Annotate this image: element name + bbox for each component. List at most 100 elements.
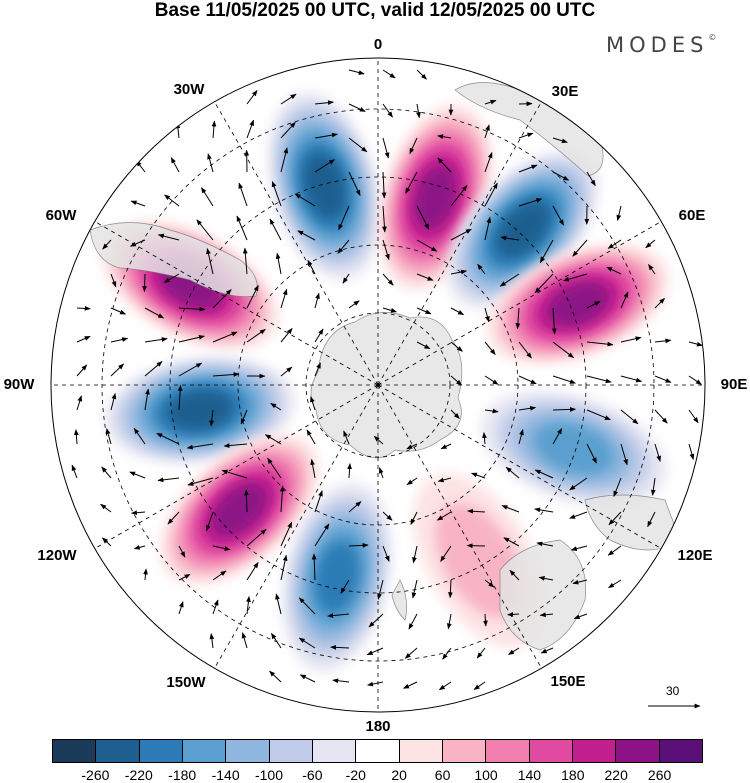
- wind-vector: [484, 216, 492, 241]
- wind-vector: [552, 171, 570, 181]
- colorbar-tick-label: -260: [81, 767, 110, 783]
- wind-vector: [275, 252, 282, 275]
- lon-label-150e: 150E: [550, 673, 586, 690]
- wind-vector: [467, 508, 486, 514]
- wind-vector: [143, 568, 148, 581]
- wind-vector: [408, 613, 418, 630]
- wind-vector: [382, 205, 387, 233]
- wind-vector: [279, 485, 285, 513]
- wind-vector: [378, 467, 384, 479]
- wind-vector: [620, 443, 628, 466]
- map-border: [50, 57, 706, 713]
- wind-vector: [647, 511, 656, 528]
- wind-vector: [207, 153, 214, 173]
- wind-vector: [212, 331, 238, 343]
- colorbar-tick-label: -220: [124, 767, 153, 783]
- wind-vector: [368, 613, 384, 628]
- colorbar-segment: [311, 740, 356, 762]
- wind-vector: [500, 235, 520, 241]
- wind-vector: [484, 99, 497, 105]
- positive-anomaly-contour: [414, 165, 457, 230]
- wind-vector: [110, 337, 129, 343]
- wind-vector: [314, 100, 334, 106]
- wind-vector: [552, 427, 563, 445]
- wind-vector: [476, 647, 486, 659]
- colorbar-tick-label: -140: [211, 767, 240, 783]
- wind-vector: [688, 375, 702, 385]
- wind-vector: [241, 632, 248, 649]
- wind-vector: [212, 289, 232, 309]
- wind-vector: [381, 171, 387, 199]
- wind-vector: [654, 338, 672, 344]
- wind-vector: [406, 443, 418, 450]
- wind-vector: [209, 409, 215, 427]
- wind-vector: [515, 307, 521, 330]
- wind-vector: [280, 327, 293, 343]
- positive-anomaly-contour: [211, 483, 268, 537]
- wind-vector: [440, 443, 452, 450]
- wind-vector: [144, 307, 165, 319]
- wind-vector: [410, 511, 418, 526]
- wind-vector: [242, 247, 248, 275]
- wind-vector: [314, 132, 338, 139]
- wind-vector: [280, 554, 288, 581]
- wind-vector: [607, 239, 622, 249]
- wind-vector: [177, 384, 183, 411]
- wind-vector: [342, 273, 350, 284]
- wind-vector: [377, 579, 384, 600]
- wind-vector: [484, 375, 499, 385]
- wind-vector: [310, 396, 316, 411]
- wind-vector: [332, 678, 350, 684]
- meridian-line: [377, 384, 542, 669]
- colorbar-tick-label: 100: [474, 767, 498, 783]
- lon-label-90w: 90W: [3, 376, 35, 393]
- negative-anomaly-contour: [167, 389, 233, 431]
- wind-vector: [570, 545, 588, 551]
- wind-vector: [373, 435, 384, 445]
- wind-vector: [586, 443, 597, 464]
- wind-vector: [246, 328, 266, 343]
- wind-vector: [270, 632, 282, 649]
- wind-vector: [382, 69, 396, 79]
- map-title: Base 11/05/2025 00 UTC, valid 12/05/2025…: [154, 0, 596, 21]
- wind-vector: [569, 477, 588, 491]
- wind-vector: [297, 230, 316, 241]
- wind-vector: [620, 409, 639, 425]
- wind-vector: [551, 307, 557, 335]
- wind-vector: [438, 681, 452, 691]
- wind-vector: [620, 291, 629, 309]
- wind-vector: [163, 273, 180, 283]
- meridian-line: [377, 384, 662, 549]
- wind-vector: [608, 579, 622, 589]
- wind-vector: [518, 405, 537, 411]
- wind-vector: [314, 362, 321, 377]
- wind-vector: [275, 593, 282, 615]
- wind-vector: [294, 193, 316, 207]
- wind-vector: [450, 185, 468, 207]
- lon-label-0: 0: [373, 36, 383, 53]
- colorbar-tick-label: 180: [561, 767, 585, 783]
- wind-vector: [246, 90, 258, 105]
- wind-vector: [382, 307, 397, 313]
- wind-vector: [477, 263, 486, 275]
- wind-vector: [212, 570, 227, 581]
- wind-vector: [314, 328, 324, 343]
- wind-vector: [569, 511, 588, 519]
- wind-vector: [280, 147, 289, 173]
- colorbar-segment: [268, 740, 312, 762]
- wind-vector: [446, 613, 452, 630]
- wind-vector: [412, 545, 418, 564]
- wind-vector: [298, 597, 316, 615]
- lon-label-90e: 90E: [720, 376, 748, 393]
- wind-vector: [178, 573, 191, 581]
- lon-label-150w: 150W: [166, 674, 206, 691]
- wind-vector: [343, 430, 350, 445]
- australia-north-landmass: [584, 494, 681, 551]
- lon-label-120e: 120E: [677, 547, 713, 564]
- wind-vector: [552, 407, 577, 412]
- wind-vector: [450, 307, 465, 316]
- colorbar-ticks: -260 -220 -180 -140 -100 -60 -20 20 60 100 140 180 2…: [0, 767, 750, 783]
- wind-vector: [280, 288, 288, 309]
- wind-vector: [450, 228, 472, 241]
